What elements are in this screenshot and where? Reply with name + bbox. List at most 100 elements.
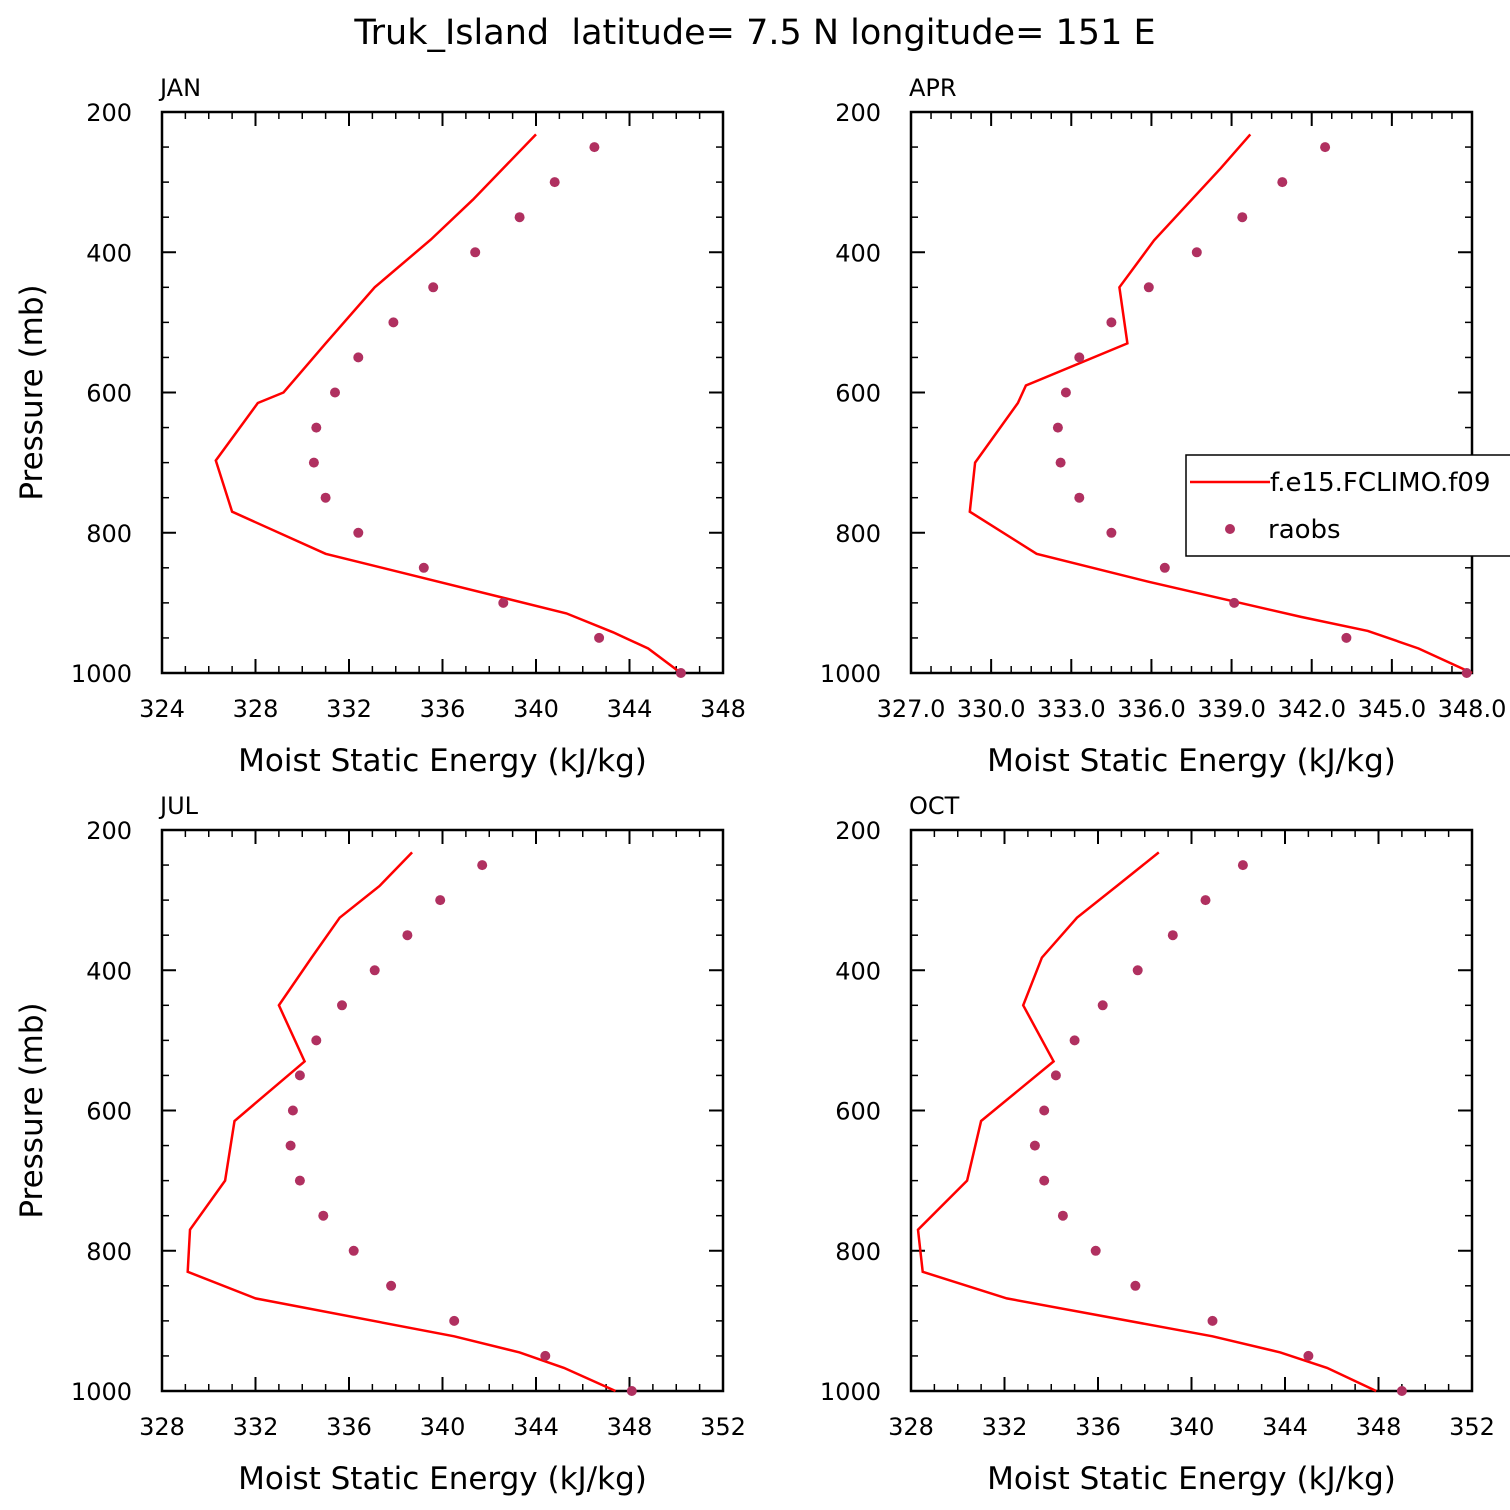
- y-tick-label: 400: [835, 957, 881, 985]
- raobs-point: [1237, 212, 1248, 223]
- raobs-point: [1341, 632, 1352, 643]
- raobs-point: [308, 457, 319, 468]
- x-tick-label: 344: [513, 1413, 559, 1441]
- raobs-point: [449, 1315, 460, 1326]
- raobs-point: [1461, 668, 1472, 678]
- x-tick-label: 336: [326, 1413, 372, 1441]
- x-tick-label: 352: [700, 1413, 746, 1441]
- raobs-point: [540, 1350, 551, 1361]
- raobs-point: [294, 1175, 305, 1186]
- raobs-point: [402, 930, 413, 941]
- panel-title-jul: JUL: [158, 792, 199, 820]
- raobs-point: [1069, 1035, 1080, 1046]
- y-tick-label: 800: [835, 1238, 881, 1266]
- panel-oct: OCT 328 332 336 340 344 348 352 200 400 600 800 1000…: [820, 792, 1495, 1497]
- y-tick-label: 1000: [71, 1378, 132, 1406]
- raobs-point: [294, 1070, 305, 1081]
- y-tick-label: 600: [86, 380, 132, 408]
- x-tick-label: 332: [982, 1413, 1028, 1441]
- x-tick-label: 336: [1075, 1413, 1121, 1441]
- x-tick-label: 340: [513, 695, 559, 723]
- raobs-point: [1200, 895, 1211, 906]
- x-tick-label: 339.0: [1197, 695, 1266, 723]
- raobs-point: [353, 352, 364, 363]
- raobs-point: [1277, 177, 1288, 188]
- raobs-point: [1143, 282, 1154, 293]
- panel-title-apr: APR: [909, 74, 957, 102]
- y-tick-label: 600: [86, 1098, 132, 1126]
- figure-title: Truk_Island latitude= 7.5 N longitude= 1…: [353, 13, 1155, 53]
- raobs-point: [477, 860, 488, 871]
- plot-frame-apr: [909, 110, 1474, 675]
- x-tick-label: 342.0: [1277, 695, 1346, 723]
- x-tick-label: 348: [1356, 1413, 1402, 1441]
- raobs-point: [1060, 387, 1071, 398]
- x-tick-label: 352: [1449, 1413, 1495, 1441]
- raobs-point: [1320, 142, 1331, 153]
- legend-obs-label: raobs: [1268, 515, 1341, 545]
- legend-model-label: f.e15.FCLIMO.f09: [1270, 468, 1490, 498]
- raobs-point: [594, 632, 605, 643]
- x-tick-label: 332: [233, 1413, 279, 1441]
- raobs-point: [320, 492, 331, 503]
- y-tick-label: 1000: [71, 660, 132, 688]
- raobs-point: [1050, 1070, 1061, 1081]
- y-tick-label: 1000: [820, 660, 881, 688]
- raobs-point: [1159, 562, 1170, 573]
- raobs-point: [337, 1000, 347, 1011]
- x-tick-label: 332: [326, 695, 372, 723]
- raobs-point: [1167, 930, 1178, 941]
- raobs-point: [287, 1105, 298, 1116]
- x-axis-label: Moist Static Energy (kJ/kg): [987, 1461, 1396, 1497]
- x-tick-label: 340: [420, 1413, 466, 1441]
- panel-jul: JUL 328 332 336 340 344 348 352 200 400 600 800 1000…: [14, 792, 746, 1497]
- x-tick-label: 340: [1169, 1413, 1215, 1441]
- raobs-point: [1207, 1315, 1218, 1326]
- panel-jan: JAN 324 328 332 336 340 344 348 200 400 600 800 1000…: [14, 74, 746, 779]
- raobs-point: [1132, 965, 1143, 976]
- x-tick-label: 336.0: [1117, 695, 1186, 723]
- raobs-point: [1074, 352, 1085, 363]
- raobs-point: [1055, 457, 1066, 468]
- raobs-point: [428, 282, 439, 293]
- legend: f.e15.FCLIMO.f09 raobs: [1185, 454, 1510, 557]
- raobs-point: [318, 1210, 329, 1221]
- raobs-point: [348, 1245, 359, 1256]
- raobs-point: [589, 142, 600, 153]
- x-tick-label: 333.0: [1037, 695, 1106, 723]
- y-tick-label: 800: [835, 520, 881, 548]
- raobs-point: [1191, 247, 1202, 258]
- x-tick-label: 328: [233, 695, 279, 723]
- y-tick-label: 200: [835, 99, 881, 127]
- raobs-point: [498, 597, 509, 608]
- y-tick-label: 200: [86, 817, 132, 845]
- panel-title-jan: JAN: [158, 74, 201, 102]
- raobs-point: [1303, 1350, 1314, 1361]
- raobs-point: [1057, 1210, 1068, 1221]
- raobs-point: [470, 247, 481, 258]
- x-axis-label: Moist Static Energy (kJ/kg): [238, 1461, 647, 1497]
- raobs-point: [1074, 492, 1085, 503]
- y-tick-label: 400: [86, 957, 132, 985]
- y-tick-label: 200: [835, 817, 881, 845]
- y-tick-label: 600: [835, 380, 881, 408]
- x-tick-label: 344: [1262, 1413, 1308, 1441]
- raobs-point: [675, 668, 686, 678]
- raobs-point: [1039, 1175, 1050, 1186]
- raobs-point: [626, 1386, 637, 1396]
- panel-title-oct: OCT: [909, 792, 960, 820]
- model-line-jan: [214, 133, 682, 675]
- x-axis-label: Moist Static Energy (kJ/kg): [238, 743, 647, 779]
- raobs-point: [435, 895, 446, 906]
- x-tick-label: 345.0: [1357, 695, 1426, 723]
- raobs-point: [418, 562, 429, 573]
- y-axis-label: Pressure (mb): [14, 1002, 50, 1218]
- raobs-point: [1229, 597, 1240, 608]
- panel-apr: APR 327.0 330.0 333.0 336.0 339.0 342.0 345.0 34…: [820, 74, 1506, 779]
- y-tick-label: 600: [835, 1098, 881, 1126]
- x-tick-label: 336: [420, 695, 466, 723]
- x-tick-label: 328: [139, 1413, 185, 1441]
- x-tick-label: 348: [607, 1413, 653, 1441]
- raobs-point: [1052, 422, 1063, 433]
